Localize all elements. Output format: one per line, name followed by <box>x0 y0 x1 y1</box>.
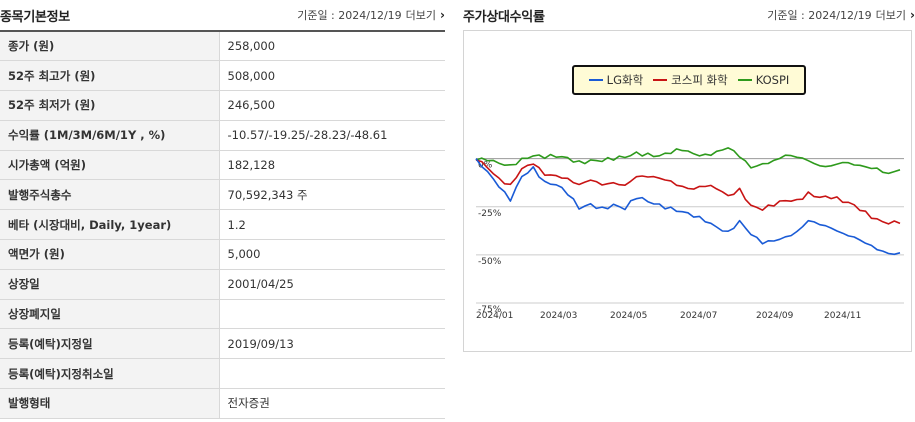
info-label: 52주 최저가 (원) <box>0 90 220 121</box>
info-value: -10.57/-19.25/-28.23/-48.61 <box>219 120 445 151</box>
basic-info-more-link[interactable]: 더보기 <box>405 9 437 22</box>
info-label: 발행형태 <box>0 388 220 419</box>
info-value: 70,592,343 주 <box>219 179 445 211</box>
x-tick-label: 2024/09 <box>756 311 794 321</box>
info-value: 전자증권 <box>219 388 445 419</box>
info-value: 2019/09/13 <box>219 328 445 360</box>
legend-label: 코스피 화학 <box>671 73 728 87</box>
x-tick-label: 2024/03 <box>540 311 577 321</box>
info-value: 2001/04/25 <box>219 269 445 300</box>
relative-return-meta: 기준일 : 2024/12/19 더보기 › <box>767 7 915 23</box>
info-row: 시가총액 (억원) 182,128 <box>0 150 445 181</box>
relative-return-more-link[interactable]: 더보기 <box>875 9 907 22</box>
info-row: 종가 (원) 258,000 <box>0 31 445 62</box>
basic-info-table: 종가 (원) 258,000 52주 최고가 (원) 508,000 52주 최저가 (… <box>0 30 445 419</box>
relative-return-title: 주가상대수익률 <box>463 9 545 25</box>
info-label: 발행주식총수 <box>0 179 220 211</box>
basic-info-meta: 기준일 : 2024/12/19 더보기 › <box>297 7 445 23</box>
info-label: 시가총액 (억원) <box>0 150 220 181</box>
info-row: 액면가 (원) 5,000 <box>0 239 445 270</box>
info-value: 1.2 <box>219 209 445 241</box>
info-value: 508,000 <box>219 60 445 92</box>
info-value: 5,000 <box>219 239 445 270</box>
info-row: 발행주식총수 70,592,343 주 <box>0 179 445 211</box>
info-row: 52주 최저가 (원) 246,500 <box>0 90 445 121</box>
series-line <box>475 158 901 256</box>
info-row: 베타 (시장대비, Daily, 1year) 1.2 <box>0 209 445 241</box>
x-tick-label: 2024/07 <box>680 311 717 321</box>
info-row: 상장일 2001/04/25 <box>0 269 445 300</box>
info-label: 수익률 (1M/3M/6M/1Y , %) <box>0 120 220 151</box>
info-row: 상장폐지일 <box>0 299 445 330</box>
relative-return-chart: 0% -25% -50% -75% 2024/01 2024/03 2024/05 2024/… <box>463 30 912 352</box>
legend-label: LG화학 <box>606 73 644 87</box>
basic-info-title: 종목기본정보 <box>0 9 70 25</box>
info-label: 52주 최고가 (원) <box>0 60 220 92</box>
info-row: 발행형태 전자증권 <box>0 388 445 419</box>
legend-swatch <box>737 79 752 81</box>
info-label: 상장폐지일 <box>0 299 220 330</box>
info-row: 52주 최고가 (원) 508,000 <box>0 60 445 92</box>
info-row: 등록(예탁)지정취소일 <box>0 358 445 390</box>
info-label: 상장일 <box>0 269 220 300</box>
series-line <box>475 147 901 175</box>
info-value <box>219 299 445 330</box>
relative-return-header: 주가상대수익률 기준일 : 2024/12/19 더보기 › <box>463 0 915 30</box>
info-label: 액면가 (원) <box>0 239 220 270</box>
y-tick-label: -50% <box>478 257 502 267</box>
info-value: 246,500 <box>219 90 445 121</box>
legend-label: KOSPI <box>755 73 790 87</box>
basic-info-header: 종목기본정보 기준일 : 2024/12/19 더보기 › <box>0 0 445 30</box>
info-value: 258,000 <box>219 31 445 62</box>
info-value <box>219 358 445 390</box>
info-label: 종가 (원) <box>0 31 220 62</box>
x-tick-label: 2024/11 <box>824 311 861 321</box>
chevron-right-icon[interactable]: › <box>910 8 915 22</box>
legend-swatch <box>653 79 668 81</box>
info-label: 등록(예탁)지정취소일 <box>0 358 220 390</box>
y-tick-label: -25% <box>478 209 502 219</box>
basic-info-date: 기준일 : 2024/12/19 <box>297 9 402 22</box>
chart-legend: LG화학 코스피 화학 KOSPI <box>572 65 806 95</box>
legend-item[interactable]: LG화학 <box>588 72 644 88</box>
y-tick-label: -75% <box>478 305 502 315</box>
legend-swatch <box>588 79 603 81</box>
chart-svg: 0%-25%-50%-75%2024/01 2024/03 2024/05 2024/… <box>475 147 904 321</box>
info-label: 베타 (시장대비, Daily, 1year) <box>0 209 220 241</box>
legend-item[interactable]: KOSPI <box>737 73 790 87</box>
series-line <box>475 159 901 225</box>
legend-item[interactable]: 코스피 화학 <box>653 72 728 88</box>
x-tick-label: 2024/05 <box>610 311 647 321</box>
x-tick-label: 2024/01 <box>476 311 513 321</box>
info-row: 수익률 (1M/3M/6M/1Y , %) -10.57/-19.25/-28.2… <box>0 120 445 151</box>
info-label: 등록(예탁)지정일 <box>0 328 220 360</box>
relative-return-date: 기준일 : 2024/12/19 <box>767 9 872 22</box>
info-row: 등록(예탁)지정일 2019/09/13 <box>0 328 445 360</box>
info-value: 182,128 <box>219 150 445 181</box>
chevron-right-icon[interactable]: › <box>440 8 445 22</box>
